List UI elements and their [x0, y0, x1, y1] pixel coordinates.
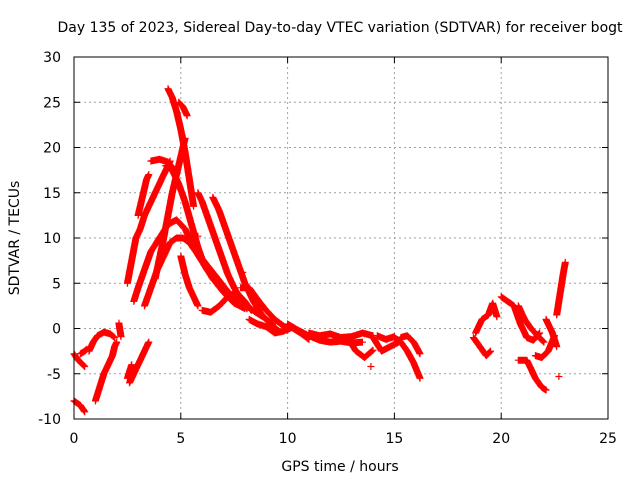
- data-point-marks: [469, 334, 494, 360]
- data-point-marks: [397, 332, 424, 358]
- data-point-marks: [194, 232, 202, 240]
- y-tick-label: 30: [43, 50, 61, 66]
- x-axis-label: GPS time / hours: [281, 459, 398, 475]
- data-point-marks: [115, 319, 125, 341]
- data-point-marks: [123, 157, 174, 287]
- y-tick-label: -5: [47, 367, 61, 383]
- x-tick-label: 25: [599, 431, 617, 447]
- data-point-marks: [162, 162, 277, 328]
- series-track-7: [123, 361, 136, 382]
- series-track-34: [497, 293, 544, 344]
- data-point-marks: [472, 299, 501, 337]
- y-tick-label: 10: [43, 231, 61, 247]
- series-track-30: [390, 334, 424, 382]
- series-track-39: [553, 258, 569, 319]
- series-track-18: [177, 252, 202, 310]
- data-point-marks: [164, 85, 198, 210]
- series-track-28: [369, 334, 403, 355]
- series-track-26: [343, 334, 377, 361]
- series-track-16: [175, 98, 191, 120]
- series-track-35: [514, 302, 548, 346]
- data-point-marks: [343, 334, 377, 361]
- x-tick-label: 15: [385, 431, 403, 447]
- data-point-marks: [555, 373, 563, 380]
- data-point-marks: [553, 258, 569, 319]
- series-track-5: [91, 338, 121, 405]
- x-tick-label: 20: [492, 431, 510, 447]
- data-point-marks: [177, 252, 202, 310]
- x-tick-label: 5: [176, 431, 185, 447]
- data-point-marks: [514, 302, 548, 346]
- data-point-marks: [497, 293, 544, 344]
- data-point-marks: [91, 338, 121, 405]
- series-track-41: [239, 268, 247, 276]
- data-point-marks: [514, 356, 550, 394]
- series-track-21: [198, 288, 255, 316]
- series-track-6: [115, 319, 125, 341]
- data-point-marks: [123, 361, 136, 382]
- y-tick-label: 5: [52, 276, 61, 292]
- y-tick-label: 25: [43, 95, 61, 111]
- series-track-10: [134, 171, 153, 219]
- data-point-marks: [134, 171, 153, 219]
- data-point-marks: [369, 334, 403, 355]
- y-axis-label: SDTVAR / TECUs: [7, 181, 23, 296]
- series-track-13: [151, 134, 189, 283]
- series-track-33: [472, 299, 501, 337]
- data-point-marks: [367, 363, 375, 370]
- data-point-marks: [175, 98, 191, 120]
- y-axis: -10 -5 0 5 10 15 20 25 30: [38, 50, 608, 428]
- data-point-marks: [151, 134, 189, 283]
- x-tick-label: 10: [279, 431, 297, 447]
- series-track-17: [162, 162, 277, 328]
- data-point-marks: [85, 328, 119, 355]
- series-track-40: [555, 373, 563, 380]
- y-tick-label: 15: [43, 186, 61, 202]
- data-marks: [70, 85, 569, 416]
- data-point-marks: [126, 338, 153, 387]
- series-track-15: [164, 85, 198, 210]
- data-point-marks: [198, 288, 255, 316]
- x-tick-label: 0: [70, 431, 79, 447]
- series-track-8: [126, 338, 153, 387]
- series-track-36: [514, 356, 550, 394]
- y-tick-label: 20: [43, 141, 61, 157]
- data-point-marks: [70, 397, 89, 416]
- x-axis: 0 5 10 15 20 25: [70, 57, 617, 447]
- chart-title: Day 135 of 2023, Sidereal Day-to-day VTE…: [57, 20, 623, 36]
- y-tick-label: 0: [52, 322, 61, 338]
- y-tick-label: -10: [38, 412, 61, 428]
- series-track-27: [367, 363, 375, 370]
- series-track-9: [123, 157, 174, 287]
- series-track-32: [469, 334, 494, 360]
- series-track-31: [397, 332, 424, 358]
- data-point-marks: [239, 268, 247, 276]
- series-track-42: [194, 232, 202, 240]
- data-point-marks: [542, 315, 561, 351]
- series-track-22: [237, 284, 292, 334]
- series-track-1: [70, 397, 89, 416]
- series-track-38: [542, 315, 561, 351]
- data-point-marks: [237, 284, 292, 334]
- series-track-4: [85, 328, 119, 355]
- data-point-marks: [390, 334, 424, 382]
